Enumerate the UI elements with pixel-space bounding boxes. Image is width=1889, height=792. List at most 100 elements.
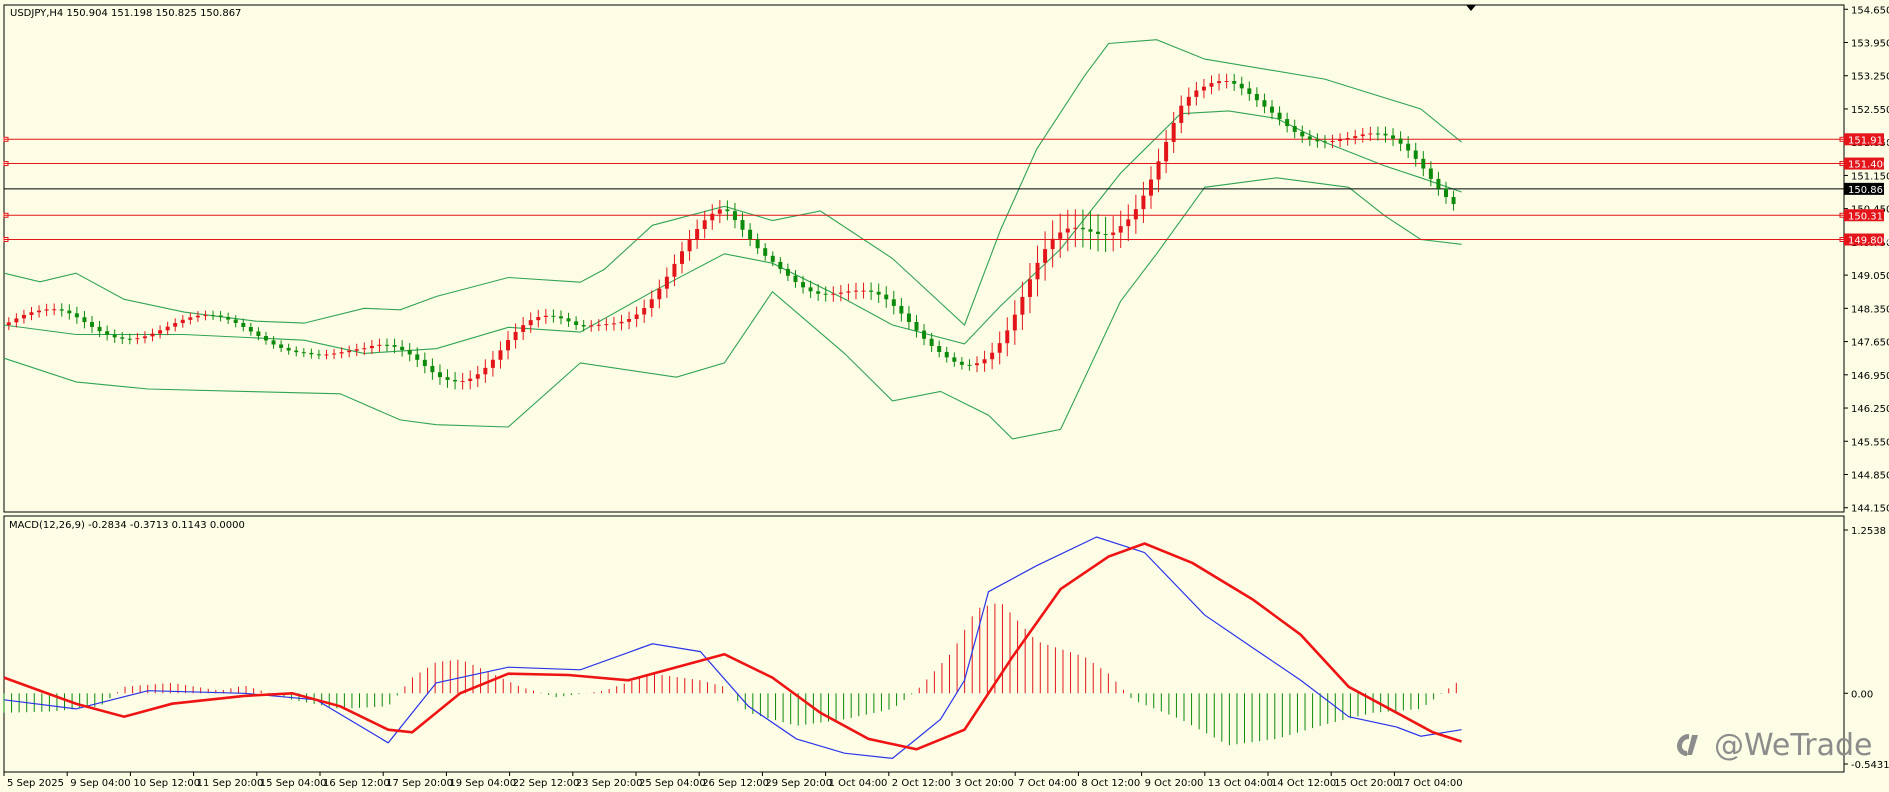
candle-body [543, 315, 548, 318]
time-tick-label: 17 Sep 20:00 [386, 778, 453, 789]
candle-body [1421, 158, 1426, 169]
macd-panel[interactable]: MACD(12,26,9) -0.2834 -0.3713 0.1143 0.0… [3, 0, 1845, 773]
candle-body [105, 331, 110, 335]
candle-body [1103, 233, 1108, 235]
candle-body [831, 293, 836, 295]
candle-body [1088, 229, 1093, 232]
candle-body [445, 377, 450, 380]
level-handle-1[interactable] [3, 161, 9, 167]
price-tick-label: 153.250 [1851, 72, 1889, 83]
candle-body [120, 337, 125, 339]
candle-body [1443, 188, 1448, 198]
candle-body [1118, 226, 1123, 233]
time-tick-label: 7 Oct 04:00 [1018, 778, 1077, 789]
candle-body [286, 347, 291, 351]
candle-body [1194, 90, 1199, 97]
candle-body [1050, 238, 1055, 250]
time-tick-label: 15 Oct 20:00 [1334, 778, 1399, 789]
candle-body [770, 255, 775, 262]
level-handle-3[interactable] [3, 237, 9, 243]
candle-body [634, 314, 639, 319]
candle-body [248, 327, 253, 332]
bollinger-middle [3, 110, 1462, 354]
candle-body [1133, 209, 1138, 220]
candlesticks [6, 73, 1456, 390]
candle-body [29, 312, 34, 315]
candle-body [536, 317, 541, 321]
time-tick-label: 17 Oct 04:00 [1397, 778, 1462, 789]
candle-body [1307, 136, 1312, 140]
candle-body [1186, 96, 1191, 106]
candle-body [490, 359, 495, 368]
candle-body [619, 321, 624, 324]
time-tick-label: 16 Sep 12:00 [323, 778, 390, 789]
candle-body [1375, 133, 1380, 135]
candle-body [1383, 133, 1388, 136]
level-price-label: 151.400 [1848, 160, 1889, 171]
candle-body [861, 290, 866, 292]
candle-body [1360, 134, 1365, 137]
candle-body [1285, 119, 1290, 127]
candle-body [279, 344, 284, 348]
candle-body [1080, 227, 1085, 230]
candle-body [808, 287, 813, 292]
candle-body [664, 276, 669, 289]
time-tick-label: 11 Sep 20:00 [197, 778, 264, 789]
candle-body [1141, 195, 1146, 210]
candle-body [1148, 179, 1153, 196]
candle-body [990, 352, 995, 360]
time-tick-label: 2 Oct 12:00 [892, 778, 951, 789]
candle-body [407, 349, 412, 355]
candle-body [1156, 161, 1161, 180]
time-tick-label: 8 Oct 12:00 [1081, 778, 1140, 789]
candle-body [263, 336, 268, 341]
shift-marker-icon[interactable] [1466, 5, 1476, 11]
candle-body [1073, 227, 1078, 229]
level-price-label: 151.911 [1848, 135, 1889, 146]
level-handle-2[interactable] [3, 212, 9, 218]
candle-body [377, 344, 382, 346]
candle-body [566, 318, 571, 322]
candle-body [725, 209, 730, 212]
horizontal-levels[interactable] [3, 136, 1845, 243]
level-price-label: 149.800 [1848, 236, 1889, 247]
level-handle-0[interactable] [3, 136, 9, 142]
price-axis: 154.650153.950153.250152.550151.850151.1… [1844, 5, 1889, 515]
candle-body [127, 338, 132, 340]
candle-body [975, 363, 980, 366]
level-price-tag [1844, 157, 1884, 170]
candle-body [657, 288, 662, 300]
candle-body [142, 336, 147, 339]
candle-body [1224, 81, 1229, 83]
candle-body [188, 317, 193, 320]
candle-body [574, 321, 579, 326]
candle-body [422, 359, 427, 366]
candle-body [135, 338, 140, 340]
time-tick-label: 5 Sep 2025 [7, 778, 64, 789]
candle-body [1292, 126, 1297, 132]
level-price-tag [1844, 233, 1884, 246]
candle-body [687, 239, 692, 252]
candle-body [1096, 231, 1101, 234]
candle-body [521, 325, 526, 332]
candle-body [1300, 131, 1305, 137]
current-price-tag [1844, 182, 1884, 195]
candle-body [838, 292, 843, 294]
candle-body [906, 313, 911, 322]
candle-body [21, 314, 26, 319]
candle-body [1126, 219, 1131, 227]
candle-body [997, 343, 1002, 353]
price-panel[interactable]: USDJPY,H4 150.904 151.198 150.825 150.86… [3, 4, 1845, 513]
candle-body [1065, 228, 1070, 233]
candle-body [959, 361, 964, 365]
candle-body [748, 229, 753, 240]
candle-body [468, 378, 473, 382]
candle-body [67, 310, 72, 314]
candle-body [763, 248, 768, 256]
price-tick-label: 152.550 [1851, 105, 1889, 116]
time-tick-label: 19 Sep 04:00 [449, 778, 516, 789]
candle-body [589, 325, 594, 327]
candle-body [680, 251, 685, 264]
